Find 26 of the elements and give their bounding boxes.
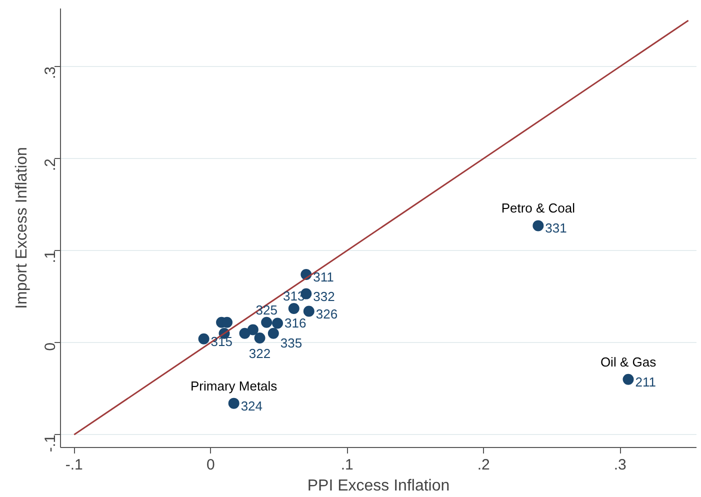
annotation: 316 [284,315,306,330]
y-axis-title: Import Excess Inflation [14,147,30,309]
x-tick-label: 0 [206,456,215,474]
annotation: Petro & Coal [501,200,576,216]
annotation: 315 [210,334,233,349]
annotation: 211 [635,374,656,390]
annotation: Oil & Gas [600,354,657,370]
y-tick-label: 0 [42,342,59,351]
y-tick-label: .2 [42,158,59,172]
annotation: 335 [280,335,302,350]
y-tick-label: -.1 [42,434,59,452]
x-tick-label: .2 [477,456,490,474]
annotation: 322 [248,346,271,361]
annotation: 325 [256,302,278,318]
annotation: 311 [313,269,334,284]
x-tick-label: -.1 [65,456,83,474]
x-tick-label: .1 [340,456,354,474]
annotation: 326 [316,306,338,322]
y-tick-label: .3 [42,66,59,79]
annotation: 331 [545,220,567,236]
annotation: Primary Metals [190,378,278,394]
x-tick-label: .3 [614,456,626,474]
x-axis-title: PPI Excess Inflation [307,478,450,494]
annotation: 332 [313,288,335,304]
annotation: 324 [240,398,263,414]
y-tick-label: .1 [42,250,59,264]
